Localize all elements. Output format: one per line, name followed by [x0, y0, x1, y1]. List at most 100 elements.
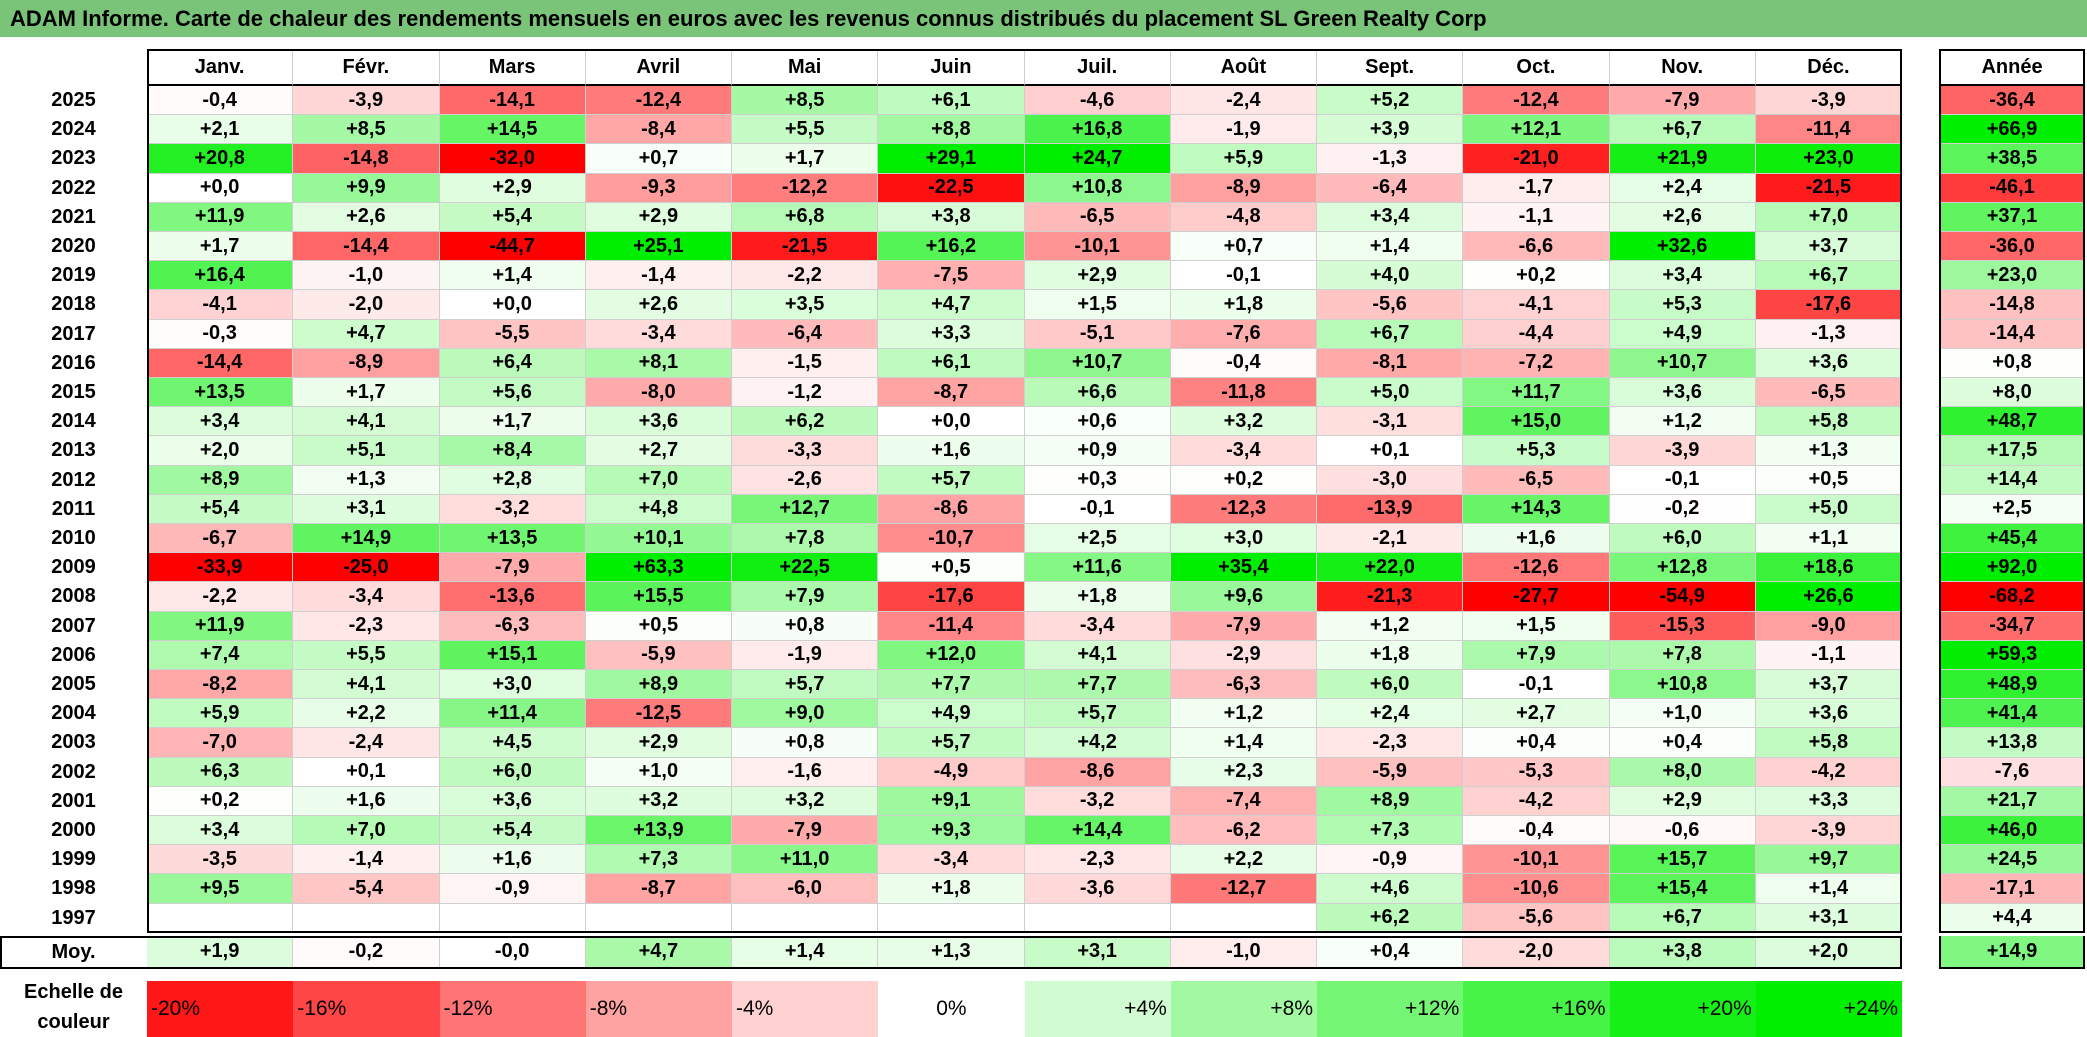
heatmap-cell: -12,3 [1170, 494, 1317, 524]
heatmap-cell: +1,8 [1317, 640, 1464, 670]
year-label: 2023 [0, 144, 147, 174]
heatmap-cell: -6,3 [1170, 670, 1317, 700]
year-label: 2003 [0, 728, 147, 758]
heatmap-cell: +2,6 [585, 290, 732, 320]
heatmap-cell: +3,0 [1170, 524, 1317, 554]
heatmap-cell: +11,6 [1024, 553, 1171, 583]
heatmap-cell: +3,2 [732, 786, 879, 816]
month-header: Mars [439, 49, 586, 86]
heatmap-cell: -5,6 [1463, 903, 1610, 933]
heatmap-cell: +0,0 [878, 407, 1025, 437]
annual-cell: -68,2 [1939, 582, 2085, 612]
annual-cell: +17,5 [1939, 436, 2085, 466]
heatmap-cell: +22,5 [732, 553, 879, 583]
heatmap-cell: +12,0 [878, 640, 1025, 670]
heatmap-cell: -12,7 [1170, 874, 1317, 904]
heatmap-cell: +0,1 [1317, 436, 1464, 466]
heatmap-cell: -7,2 [1463, 348, 1610, 378]
heatmap-cell: +5,3 [1609, 290, 1756, 320]
heatmap-cell: +0,8 [732, 611, 879, 641]
heatmap-cell: -22,5 [878, 173, 1025, 203]
annual-cell: -17,1 [1939, 874, 2085, 904]
heatmap-cell: -3,2 [439, 494, 586, 524]
heatmap-cell: -14,4 [147, 348, 294, 378]
heatmap-cell: -4,4 [1463, 319, 1610, 349]
annual-header: Année [1939, 49, 2085, 86]
year-label: 2012 [0, 465, 147, 495]
heatmap-cell: -5,9 [585, 640, 732, 670]
heatmap-cell: -8,7 [585, 874, 732, 904]
annual-cell: -36,0 [1939, 232, 2085, 262]
average-cell: +1,3 [878, 935, 1025, 969]
heatmap-cell: +10,8 [1609, 670, 1756, 700]
heatmap-cell: +0,6 [1024, 407, 1171, 437]
heatmap-cell: -3,4 [293, 582, 440, 612]
heatmap-cell: -6,4 [1317, 173, 1464, 203]
heatmap-cell: -27,7 [1463, 582, 1610, 612]
heatmap-cell: -0,1 [1024, 494, 1171, 524]
heatmap-cell [293, 903, 440, 933]
heatmap-cell: +1,7 [293, 378, 440, 408]
heatmap-cell: +1,4 [1317, 232, 1464, 262]
heatmap-cell: +5,7 [878, 465, 1025, 495]
heatmap-cell: +3,1 [1755, 903, 1902, 933]
heatmap-cell: +8,5 [293, 115, 440, 145]
heatmap-cell: +5,6 [439, 378, 586, 408]
heatmap-cell: +1,1 [1755, 524, 1902, 554]
heatmap-cell: +3,6 [1755, 699, 1902, 729]
heatmap-cell: +3,0 [439, 670, 586, 700]
annual-cell: +14,4 [1939, 465, 2085, 495]
heatmap-cell: +2,2 [293, 699, 440, 729]
year-label: 2000 [0, 816, 147, 846]
heatmap-cell: -21,0 [1463, 144, 1610, 174]
heatmap-cell: +0,7 [1170, 232, 1317, 262]
annual-cell: +92,0 [1939, 553, 2085, 583]
heatmap-cell: +1,8 [878, 874, 1025, 904]
year-label: 2002 [0, 757, 147, 787]
heatmap-cell: +14,4 [1024, 816, 1171, 846]
heatmap-cell: -6,5 [1755, 378, 1902, 408]
heatmap-cell: +1,7 [439, 407, 586, 437]
heatmap-cell: +6,2 [1317, 903, 1464, 933]
heatmap-cell: -11,8 [1170, 378, 1317, 408]
heatmap-cell: +6,8 [732, 202, 879, 232]
heatmap-cell: +1,6 [293, 786, 440, 816]
heatmap-cell: +3,4 [1317, 202, 1464, 232]
heatmap-cell: -10,6 [1463, 874, 1610, 904]
heatmap-cell: +15,1 [439, 640, 586, 670]
heatmap-cell: +1,5 [1024, 290, 1171, 320]
heatmap-cell: +1,2 [1609, 407, 1756, 437]
legend-swatch: -4% [732, 981, 879, 1037]
heatmap-cell: +4,1 [293, 670, 440, 700]
heatmap-cell: -3,0 [1317, 465, 1464, 495]
heatmap-cell: -1,3 [1317, 144, 1464, 174]
heatmap-cell: +5,5 [732, 115, 879, 145]
heatmap-cell: +0,4 [1609, 728, 1756, 758]
heatmap-cell: +3,4 [1609, 261, 1756, 291]
heatmap-cell: -13,6 [439, 582, 586, 612]
annual-cell: +2,5 [1939, 494, 2085, 524]
heatmap-cell: +1,0 [585, 757, 732, 787]
heatmap-cell: +7,9 [732, 582, 879, 612]
heatmap-cell: +16,4 [147, 261, 294, 291]
heatmap-cell: +1,2 [1317, 611, 1464, 641]
heatmap-cell: +6,6 [1024, 378, 1171, 408]
heatmap-cell: +10,8 [1024, 173, 1171, 203]
month-header: Juil. [1024, 49, 1171, 86]
heatmap-cell: +2,9 [439, 173, 586, 203]
heatmap-cell: +3,3 [1755, 786, 1902, 816]
heatmap-cell: +3,4 [147, 407, 294, 437]
legend-label-line1: Echelle de [24, 981, 123, 1003]
year-label: 2004 [0, 699, 147, 729]
heatmap-cell: -1,0 [293, 261, 440, 291]
heatmap-cell: -6,0 [732, 874, 879, 904]
heatmap-cell: +1,3 [293, 465, 440, 495]
heatmap-cell: -3,4 [585, 319, 732, 349]
heatmap-cell: +2,9 [1024, 261, 1171, 291]
legend-swatch: -20% [147, 981, 294, 1037]
heatmap-cell: +3,7 [1755, 670, 1902, 700]
legend-swatch: +24% [1755, 981, 1902, 1037]
legend-swatch: +4% [1024, 981, 1171, 1037]
heatmap-cell: +2,9 [585, 202, 732, 232]
heatmap-cell: +1,7 [147, 232, 294, 262]
